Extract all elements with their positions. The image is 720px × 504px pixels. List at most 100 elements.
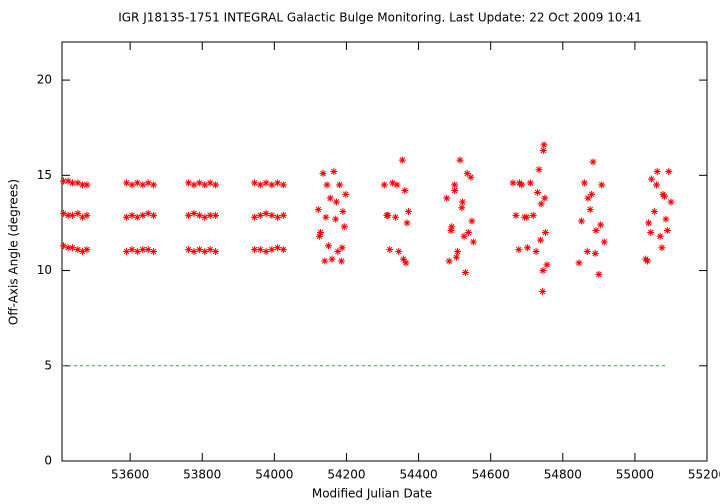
y-tick-label: 10: [37, 263, 52, 277]
data-point: [597, 221, 605, 229]
data-point: [59, 242, 67, 250]
data-point: [206, 246, 214, 254]
data-point: [262, 179, 270, 187]
data-point: [323, 181, 331, 189]
data-point: [451, 187, 459, 195]
data-point: [448, 223, 456, 231]
data-point: [467, 173, 475, 181]
data-point: [274, 179, 282, 187]
data-point: [330, 168, 338, 176]
data-point: [452, 253, 460, 261]
data-point: [212, 211, 220, 219]
data-point: [662, 215, 670, 223]
data-point: [59, 209, 67, 217]
data-point: [647, 175, 655, 183]
data-point: [326, 194, 334, 202]
data-point: [401, 187, 409, 195]
data-point: [389, 179, 397, 187]
data-point: [133, 248, 141, 255]
data-point: [83, 211, 91, 219]
data-point: [201, 181, 209, 189]
data-point: [658, 244, 666, 252]
data-point: [195, 246, 203, 254]
data-point: [523, 213, 531, 221]
data-point: [128, 181, 136, 189]
data-point: [123, 179, 131, 187]
data-point: [534, 188, 542, 196]
chart-title: IGR J18135-1751 INTEGRAL Galactic Bulge …: [118, 11, 642, 25]
data-point: [324, 242, 332, 250]
data-point: [650, 208, 658, 216]
data-point: [588, 190, 596, 198]
data-point: [68, 211, 76, 219]
data-point: [206, 179, 214, 187]
data-point: [128, 211, 136, 219]
data-point: [384, 211, 392, 219]
data-point: [279, 246, 287, 254]
data-point: [583, 248, 591, 255]
data-point: [144, 209, 152, 217]
data-point: [128, 246, 136, 254]
x-tick-label: 54800: [544, 468, 582, 482]
data-point: [393, 181, 401, 189]
data-point: [653, 168, 661, 176]
data-point: [529, 211, 537, 219]
data-point: [139, 181, 147, 189]
data-point: [592, 227, 600, 235]
data-point: [268, 211, 276, 219]
data-point: [443, 194, 451, 202]
data-point: [395, 248, 403, 255]
data-point: [185, 211, 193, 219]
data-point: [460, 232, 468, 240]
data-point: [74, 179, 82, 187]
data-point: [268, 181, 276, 189]
data-point: [195, 211, 203, 219]
data-point: [509, 179, 517, 187]
data-point: [133, 213, 141, 221]
data-point: [334, 248, 342, 255]
data-point: [251, 246, 259, 254]
data-point: [575, 259, 583, 267]
data-point: [338, 244, 346, 252]
data-point: [74, 246, 82, 254]
data-point: [79, 248, 87, 255]
data-point: [251, 213, 259, 221]
data-point: [515, 246, 523, 254]
x-tick-label: 54600: [472, 468, 510, 482]
data-point: [262, 248, 270, 255]
data-point: [340, 223, 348, 231]
data-point: [459, 198, 467, 206]
data-point: [526, 179, 534, 187]
data-point: [380, 181, 388, 189]
data-point: [644, 257, 652, 265]
y-tick-label: 20: [37, 73, 52, 87]
data-point: [516, 179, 524, 187]
data-point: [586, 206, 594, 214]
data-point: [206, 211, 214, 219]
data-point: [322, 213, 330, 221]
data-point: [653, 181, 661, 189]
data-point: [469, 238, 477, 246]
data-point: [589, 158, 597, 166]
data-point: [539, 147, 547, 155]
y-tick-label: 0: [44, 454, 52, 468]
data-point: [445, 257, 453, 265]
plot-frame: [61, 41, 708, 462]
data-point: [83, 181, 91, 189]
data-point: [532, 248, 540, 255]
data-point: [64, 244, 72, 252]
x-tick-label: 54400: [399, 468, 437, 482]
data-point: [64, 211, 72, 219]
data-point: [386, 246, 394, 254]
data-point: [660, 192, 668, 200]
data-point: [458, 204, 466, 212]
data-point: [523, 244, 531, 252]
data-point: [256, 246, 264, 254]
data-point: [139, 211, 147, 219]
data-point: [402, 259, 410, 267]
data-point: [398, 156, 406, 164]
data-point: [454, 248, 462, 255]
data-point: [537, 200, 545, 208]
data-point: [451, 181, 459, 189]
